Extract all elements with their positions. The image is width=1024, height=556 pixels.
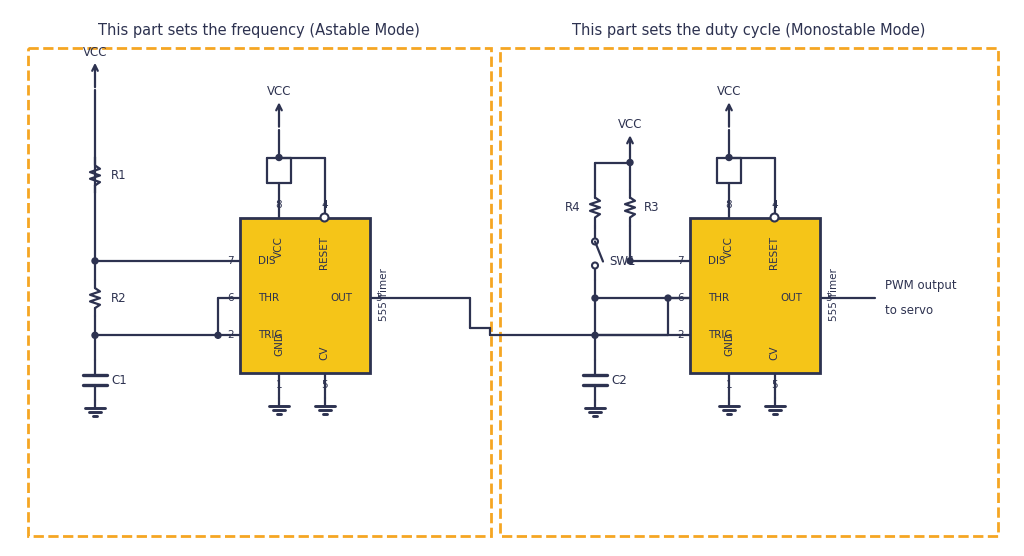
Text: GND: GND — [724, 332, 734, 356]
Text: 8: 8 — [726, 201, 732, 211]
Circle shape — [276, 155, 282, 161]
Circle shape — [592, 332, 598, 338]
Text: TRIG: TRIG — [258, 330, 283, 340]
Text: C1: C1 — [111, 374, 127, 387]
Text: VCC: VCC — [717, 85, 741, 98]
Text: to servo: to servo — [885, 304, 933, 317]
Text: THR: THR — [258, 293, 280, 303]
Text: OUT: OUT — [780, 293, 802, 303]
Circle shape — [592, 262, 598, 269]
Text: CV: CV — [769, 345, 779, 360]
Text: DIS: DIS — [708, 256, 726, 266]
Text: C2: C2 — [611, 374, 627, 387]
Text: PWM output: PWM output — [885, 279, 956, 292]
Text: 1: 1 — [275, 380, 283, 390]
Text: 7: 7 — [677, 256, 684, 266]
Text: VCC: VCC — [274, 236, 284, 259]
Text: DIS: DIS — [258, 256, 275, 266]
Circle shape — [627, 258, 633, 264]
Text: 7: 7 — [227, 256, 234, 266]
Text: VCC: VCC — [266, 85, 291, 98]
Text: 2: 2 — [677, 330, 684, 340]
Text: 1: 1 — [726, 380, 732, 390]
Circle shape — [726, 155, 732, 161]
Circle shape — [215, 332, 221, 338]
Text: 5: 5 — [322, 380, 328, 390]
Text: CV: CV — [319, 345, 330, 360]
Text: TRIG: TRIG — [708, 330, 732, 340]
Text: 3: 3 — [375, 293, 382, 303]
Text: RESET: RESET — [769, 236, 779, 269]
Circle shape — [321, 214, 329, 221]
Bar — [28, 48, 490, 536]
Text: 4: 4 — [322, 201, 328, 211]
Text: This part sets the frequency (Astable Mode): This part sets the frequency (Astable Mo… — [98, 22, 420, 37]
Text: OUT: OUT — [330, 293, 352, 303]
Text: R1: R1 — [111, 169, 127, 182]
Circle shape — [92, 332, 98, 338]
Text: 555 Timer: 555 Timer — [829, 269, 839, 321]
Text: 2: 2 — [227, 330, 234, 340]
Circle shape — [592, 295, 598, 301]
Text: 6: 6 — [677, 293, 684, 303]
Text: GND: GND — [274, 332, 284, 356]
Circle shape — [592, 239, 598, 245]
Text: 3: 3 — [825, 293, 831, 303]
Text: VCC: VCC — [724, 236, 734, 259]
Bar — [500, 48, 998, 536]
Circle shape — [627, 160, 633, 166]
Circle shape — [665, 295, 671, 301]
Text: R2: R2 — [111, 291, 127, 305]
Text: This part sets the duty cycle (Monostable Mode): This part sets the duty cycle (Monostabl… — [572, 22, 926, 37]
Circle shape — [770, 214, 778, 221]
Text: 555 Timer: 555 Timer — [379, 269, 389, 321]
Text: R3: R3 — [644, 201, 659, 214]
Text: R4: R4 — [565, 201, 581, 214]
Text: 4: 4 — [771, 201, 778, 211]
Circle shape — [92, 258, 98, 264]
Text: 5: 5 — [771, 380, 778, 390]
Bar — [240, 217, 370, 373]
Text: 8: 8 — [275, 201, 283, 211]
Text: RESET: RESET — [319, 236, 330, 269]
Text: THR: THR — [708, 293, 729, 303]
Text: VCC: VCC — [617, 118, 642, 131]
Bar — [690, 217, 820, 373]
Text: VCC: VCC — [83, 46, 108, 58]
Text: SW1: SW1 — [609, 255, 636, 268]
Text: 6: 6 — [227, 293, 234, 303]
